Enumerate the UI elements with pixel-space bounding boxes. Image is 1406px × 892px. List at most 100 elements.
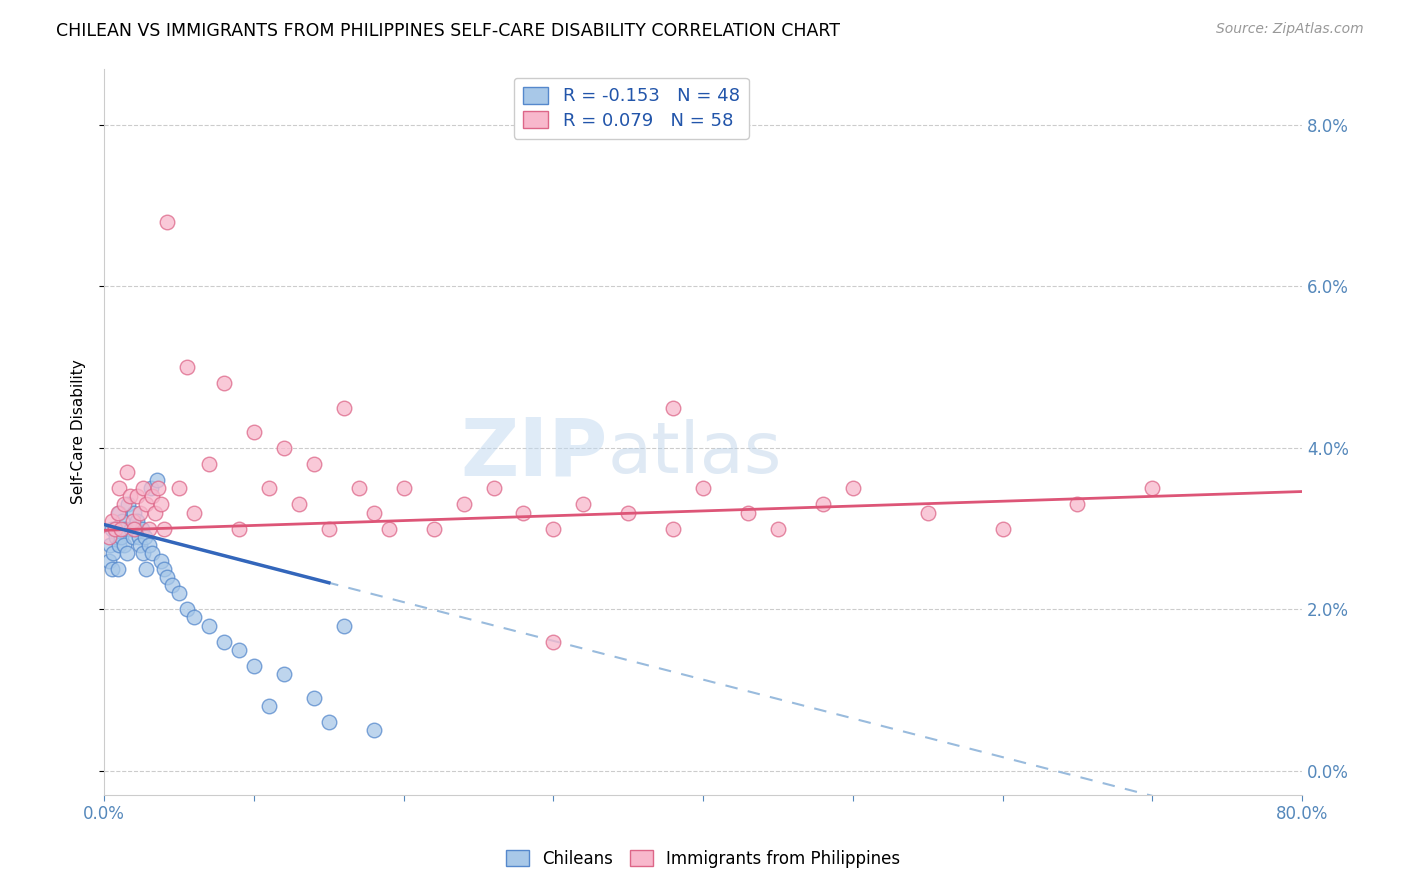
Point	[110, 522, 132, 536]
Point	[108, 538, 131, 552]
Point	[302, 457, 325, 471]
Point	[167, 586, 190, 600]
Point	[101, 562, 124, 576]
Point	[392, 481, 415, 495]
Point	[104, 522, 127, 536]
Point	[127, 489, 149, 503]
Point	[176, 360, 198, 375]
Point	[243, 425, 266, 439]
Text: ZIP: ZIP	[460, 415, 607, 492]
Point	[228, 642, 250, 657]
Point	[842, 481, 865, 495]
Point	[156, 570, 179, 584]
Point	[129, 506, 152, 520]
Point	[212, 634, 235, 648]
Point	[662, 522, 685, 536]
Point	[108, 506, 131, 520]
Point	[377, 522, 399, 536]
Point	[198, 618, 221, 632]
Point	[212, 376, 235, 391]
Point	[288, 498, 311, 512]
Point	[97, 554, 120, 568]
Point	[138, 522, 160, 536]
Point	[302, 691, 325, 706]
Point	[115, 546, 138, 560]
Point	[150, 498, 173, 512]
Point	[121, 514, 143, 528]
Point	[160, 578, 183, 592]
Point	[617, 506, 640, 520]
Point	[183, 506, 205, 520]
Point	[150, 554, 173, 568]
Point	[572, 498, 595, 512]
Point	[98, 538, 121, 552]
Y-axis label: Self-Care Disability: Self-Care Disability	[72, 359, 86, 504]
Point	[129, 538, 152, 552]
Point	[125, 522, 148, 536]
Point	[318, 522, 340, 536]
Point	[257, 481, 280, 495]
Point	[114, 522, 136, 536]
Point	[363, 506, 385, 520]
Point	[543, 522, 565, 536]
Point	[138, 538, 160, 552]
Point	[273, 667, 295, 681]
Point	[737, 506, 759, 520]
Point	[318, 715, 340, 730]
Point	[112, 498, 135, 512]
Point	[766, 522, 789, 536]
Point	[122, 506, 145, 520]
Point	[228, 522, 250, 536]
Point	[134, 530, 156, 544]
Point	[153, 522, 176, 536]
Point	[176, 602, 198, 616]
Point	[183, 610, 205, 624]
Point	[127, 514, 149, 528]
Point	[132, 546, 155, 560]
Point	[917, 506, 939, 520]
Point	[139, 481, 162, 495]
Point	[363, 723, 385, 738]
Point	[1142, 481, 1164, 495]
Point	[453, 498, 475, 512]
Point	[512, 506, 534, 520]
Point	[132, 481, 155, 495]
Point	[120, 522, 142, 536]
Point	[333, 618, 356, 632]
Point	[991, 522, 1014, 536]
Point	[115, 465, 138, 479]
Point	[148, 481, 170, 495]
Point	[543, 634, 565, 648]
Point	[135, 562, 157, 576]
Point	[103, 546, 125, 560]
Point	[112, 538, 135, 552]
Point	[117, 498, 139, 512]
Legend: R = -0.153   N = 48, R = 0.079   N = 58: R = -0.153 N = 48, R = 0.079 N = 58	[513, 78, 748, 138]
Text: CHILEAN VS IMMIGRANTS FROM PHILIPPINES SELF-CARE DISABILITY CORRELATION CHART: CHILEAN VS IMMIGRANTS FROM PHILIPPINES S…	[56, 22, 841, 40]
Point	[131, 522, 153, 536]
Point	[118, 489, 141, 503]
Point	[692, 481, 714, 495]
Point	[107, 562, 129, 576]
Point	[141, 489, 163, 503]
Point	[122, 522, 145, 536]
Point	[811, 498, 834, 512]
Point	[121, 530, 143, 544]
Legend: Chileans, Immigrants from Philippines: Chileans, Immigrants from Philippines	[499, 844, 907, 875]
Point	[128, 530, 150, 544]
Point	[198, 457, 221, 471]
Point	[482, 481, 505, 495]
Point	[111, 514, 134, 528]
Point	[143, 506, 166, 520]
Text: atlas: atlas	[607, 419, 782, 488]
Point	[101, 514, 124, 528]
Point	[101, 522, 124, 536]
Point	[105, 530, 128, 544]
Point	[97, 530, 120, 544]
Point	[104, 522, 127, 536]
Point	[243, 659, 266, 673]
Point	[145, 473, 167, 487]
Point	[141, 546, 163, 560]
Point	[1066, 498, 1088, 512]
Point	[662, 401, 685, 415]
